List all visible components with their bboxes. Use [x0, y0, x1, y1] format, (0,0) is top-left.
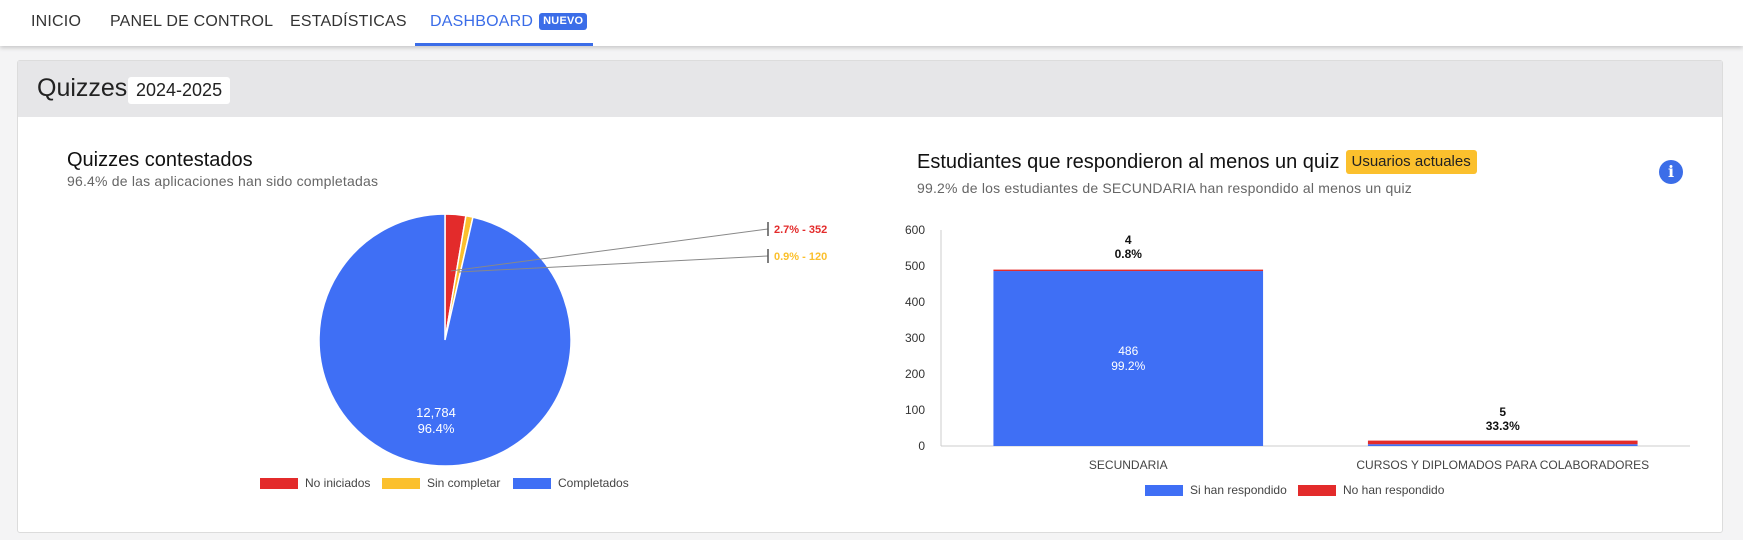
bar-data-label-count: 486	[1118, 344, 1138, 358]
y-tick-label: 100	[905, 403, 925, 417]
bar-chart: 0 100 200 300 400 500 600 SECUNDARIA CURSOS Y DI…	[905, 223, 1690, 497]
tab-estadisticas[interactable]: ESTADÍSTICAS	[290, 0, 407, 46]
right-panel-title-text: Estudiantes que respondieron al menos un…	[917, 151, 1340, 173]
bar-segment	[1367, 444, 1638, 446]
pie-slice-percent: 96.4%	[418, 421, 455, 436]
quizzes-card: Quizzes 2024-2025	[17, 60, 1723, 533]
new-badge: NUEVO	[539, 13, 588, 30]
card-header: Quizzes 2024-2025	[18, 61, 1722, 117]
tab-inicio[interactable]: INICIO	[31, 0, 81, 46]
y-tick-label: 200	[905, 367, 925, 381]
tab-label: INICIO	[31, 13, 82, 30]
bar-data-label-pct: 0.8%	[1115, 247, 1143, 261]
legend-label: Completados	[558, 476, 629, 490]
current-users-badge: Usuarios actuales	[1345, 150, 1477, 174]
x-category-label: CURSOS Y DIPLOMADOS PARA COLABORADORES	[1356, 458, 1649, 472]
tab-label: PANEL DE CONTROL	[110, 13, 274, 30]
legend-label: Si han respondido	[1190, 483, 1287, 497]
pie-slice-completados	[318, 213, 572, 467]
y-tick-label: 400	[905, 295, 925, 309]
bar-data-label-count: 4	[1125, 233, 1132, 247]
bar-data-label-count: 5	[1499, 405, 1506, 419]
info-icon[interactable]: i	[1659, 160, 1683, 184]
pie-leader-line	[458, 255, 769, 273]
legend-swatch	[513, 478, 551, 489]
tab-label: DASHBOARD	[430, 13, 534, 30]
y-tick-label: 300	[905, 331, 925, 345]
active-tab-indicator	[415, 43, 593, 46]
right-panel-subtitle: 99.2% de los estudiantes de SECUNDARIA h…	[917, 180, 1412, 196]
tab-panel-de-control[interactable]: PANEL DE CONTROL	[110, 0, 273, 46]
year-badge: 2024-2025	[128, 77, 231, 104]
x-category-label: SECUNDARIA	[1089, 458, 1168, 472]
right-panel-title: Estudiantes que respondieron al menos un…	[917, 150, 1477, 174]
pie-slice-label: 0.9% - 120	[774, 251, 827, 263]
legend-label: No iniciados	[305, 476, 370, 490]
bar-segment	[1367, 440, 1638, 445]
bar-data-label-pct: 33.3%	[1486, 419, 1520, 433]
legend-swatch	[1145, 485, 1183, 496]
tab-dashboard[interactable]: DASHBOARD NUEVO	[430, 0, 588, 46]
bar-segment	[993, 269, 1264, 272]
tab-label: ESTADÍSTICAS	[290, 13, 407, 30]
pie-slice-value: 12,784	[416, 405, 456, 420]
y-tick-label: 600	[905, 223, 925, 237]
left-panel-subtitle: 96.4% de las aplicaciones han sido compl…	[67, 173, 379, 189]
y-tick-label: 500	[905, 259, 925, 273]
legend-label: Sin completar	[427, 476, 500, 490]
legend-swatch	[260, 478, 298, 489]
bar-data-label-pct: 99.2%	[1111, 359, 1145, 373]
card-title: Quizzes	[37, 74, 128, 102]
y-tick-label: 0	[918, 439, 925, 453]
legend-swatch	[1298, 485, 1336, 496]
top-navigation: INICIO PANEL DE CONTROL ESTADÍSTICAS DAS…	[0, 0, 1743, 46]
bar-segment	[993, 271, 1264, 446]
pie-leader-line	[450, 228, 769, 272]
legend-label: No han respondido	[1343, 483, 1445, 497]
pie-slice-label: 2.7% - 352	[774, 224, 827, 236]
legend-swatch	[382, 478, 420, 489]
left-panel-title: Quizzes contestados	[67, 149, 253, 171]
